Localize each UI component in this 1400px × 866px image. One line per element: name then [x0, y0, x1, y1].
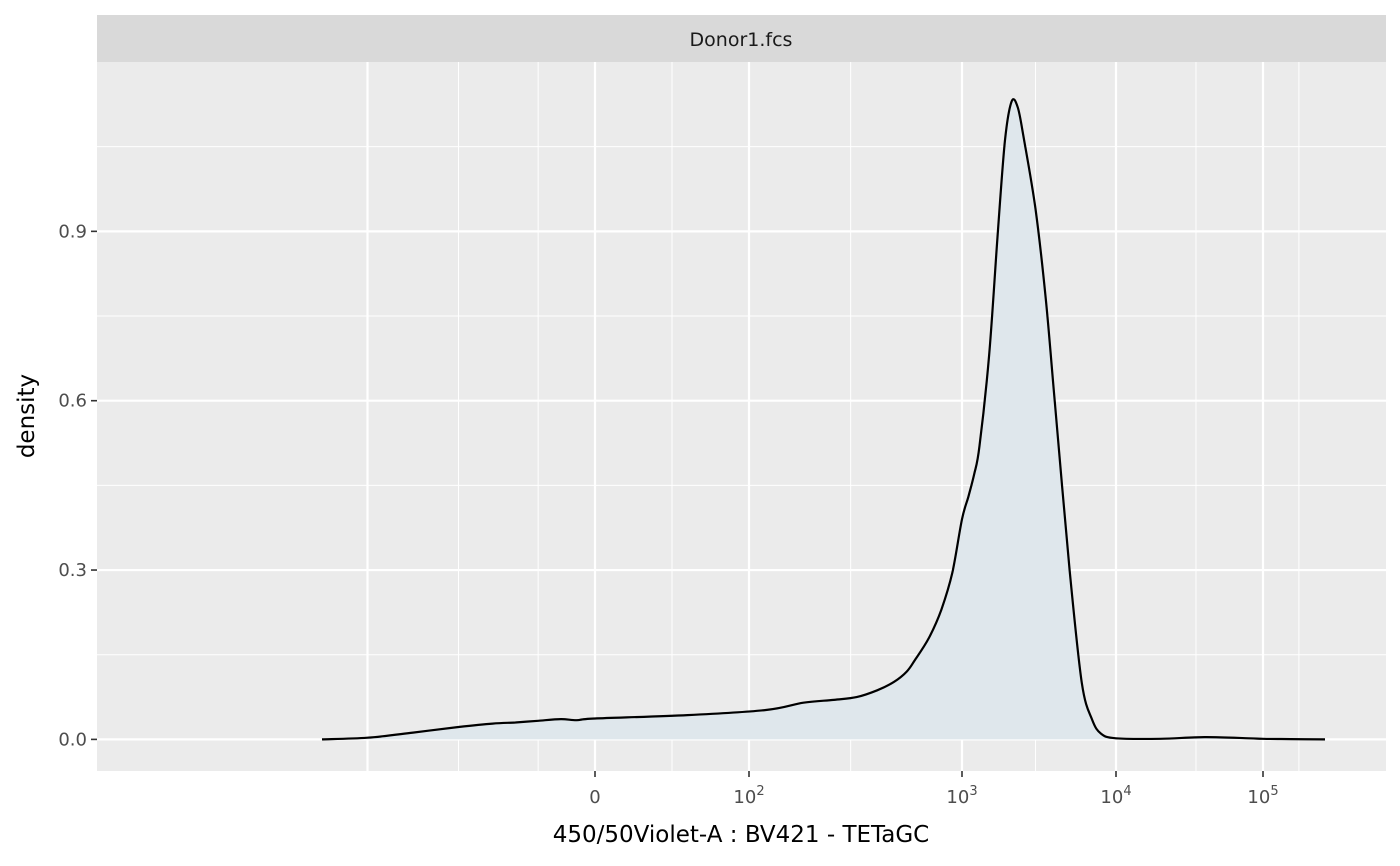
x-tick-label: 103 [946, 784, 977, 808]
y-tick-label: 0.3 [58, 560, 87, 581]
x-tick-label: 105 [1247, 784, 1278, 808]
y-axis: 0.0 0.3 0.6 0.9 [58, 221, 97, 750]
x-tick-label: 102 [733, 784, 764, 808]
y-tick-label: 0.6 [58, 391, 87, 412]
x-axis: 0 102 103 104 105 [589, 771, 1279, 808]
strip-background [97, 15, 1386, 62]
gridlines [97, 62, 1386, 771]
data-layer [321, 98, 1326, 741]
facet-title: Donor1.fcs [690, 29, 793, 51]
x-tick-label: 0 [589, 787, 600, 808]
x-axis-title: 450/50Violet-A : BV421 - TETaGC [553, 822, 930, 848]
plot-panel [97, 62, 1386, 771]
x-tick-label: 104 [1100, 784, 1131, 808]
y-tick-label: 0.0 [58, 729, 87, 750]
y-axis-title: density [14, 374, 40, 458]
y-tick-label: 0.9 [58, 221, 87, 242]
density-line [321, 98, 1326, 741]
